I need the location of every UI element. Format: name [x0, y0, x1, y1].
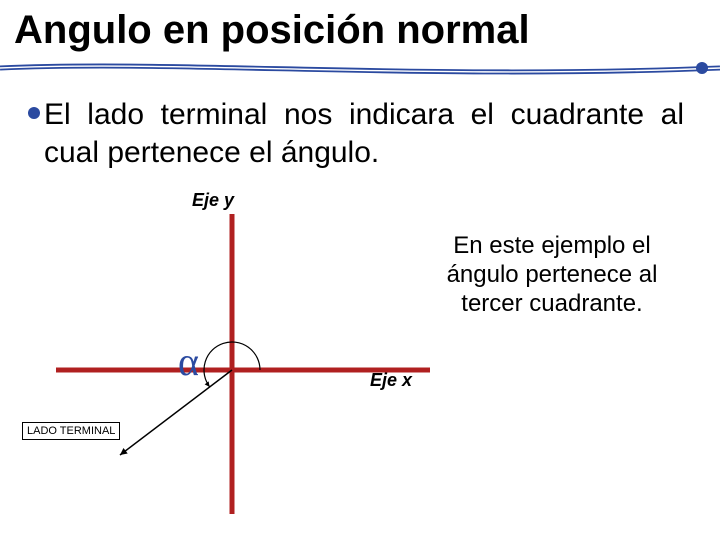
angle-arc-arrow-icon	[205, 381, 210, 386]
lado-terminal-label: LADO TERMINAL	[22, 422, 120, 440]
slide-title: Angulo en posición normal	[14, 8, 706, 52]
terminal-side	[120, 370, 232, 455]
axis-x-label: Eje x	[370, 370, 412, 391]
explanation-text: En este ejemplo el ángulo pertenece al t…	[442, 232, 662, 318]
bullet-icon	[28, 107, 40, 119]
slide: { "title": "Angulo en posición normal", …	[0, 0, 720, 540]
title-underline	[0, 66, 720, 72]
body-text: El lado terminal nos indicara el cuadran…	[44, 96, 684, 171]
axis-y-label: Eje y	[192, 190, 234, 211]
slide-title-wrap: Angulo en posición normal	[14, 8, 706, 52]
angle-arc	[204, 342, 260, 387]
accent-dot-icon	[696, 62, 708, 74]
alpha-symbol: α	[178, 338, 199, 385]
terminal-side-arrow-icon	[120, 448, 128, 455]
